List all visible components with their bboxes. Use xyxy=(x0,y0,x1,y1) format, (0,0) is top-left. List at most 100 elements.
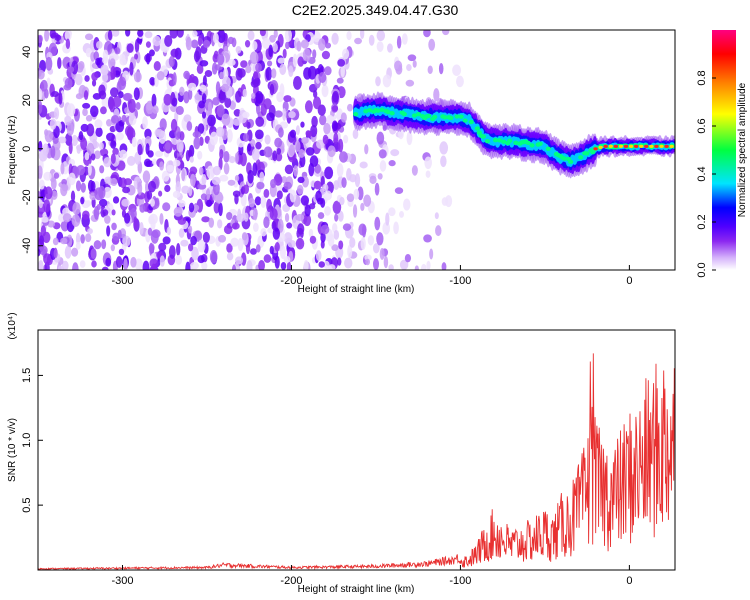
spectrogram-cell xyxy=(404,253,412,263)
spectrogram-cell xyxy=(186,121,193,132)
spectrogram-cell xyxy=(164,184,171,193)
spectrogram-cell xyxy=(295,237,305,250)
spectrogram-x-ticks: -300 -200 -100 0 xyxy=(111,265,632,287)
spectrogram-cell xyxy=(57,265,64,270)
spectrogram-cell xyxy=(385,212,390,226)
spectrogram-cell xyxy=(53,248,58,259)
spectrogram-cell xyxy=(144,128,152,140)
spectrogram-cell xyxy=(224,97,232,108)
spectrogram-cell xyxy=(110,140,117,149)
spectrogram-ridge-cell xyxy=(415,112,422,117)
spectrogram-cell xyxy=(150,230,159,244)
spectrogram-cell xyxy=(360,202,365,212)
spectrogram-cell xyxy=(91,260,97,268)
spectrogram-cell xyxy=(283,255,291,264)
spectrogram-cell xyxy=(76,165,86,176)
spectrogram-cell xyxy=(300,195,310,206)
spectrogram-cell xyxy=(172,159,181,167)
spectrogram-cell xyxy=(406,64,412,72)
spectrogram-cell xyxy=(53,172,60,179)
spectrogram-cell xyxy=(266,60,273,67)
spectrogram-cell xyxy=(315,250,322,262)
spectrogram-cell xyxy=(232,190,241,198)
spectrogram-cell xyxy=(163,93,172,106)
spectrogram-cell xyxy=(284,213,290,223)
spectrogram-ridge-cell xyxy=(411,113,418,118)
spectrogram-cell xyxy=(145,41,151,48)
spectrogram-cell xyxy=(333,132,339,145)
spectrogram-cell xyxy=(144,31,153,39)
spectrogram-cell xyxy=(162,202,171,212)
spectrogram-cell xyxy=(39,179,45,190)
spectrogram-cell xyxy=(123,92,133,102)
spectrogram-cell xyxy=(374,216,381,231)
spectrogram-cell xyxy=(119,57,127,66)
spectrogram-cell xyxy=(285,41,290,50)
spectrogram-cell xyxy=(424,156,432,170)
spectrogram-cell xyxy=(216,126,225,138)
spectrogram-cell xyxy=(308,228,314,238)
spectrogram-cell xyxy=(152,105,159,114)
spectrogram-cell xyxy=(145,100,154,115)
spectrogram-cell xyxy=(218,90,226,104)
spectrogram-cell xyxy=(247,169,254,184)
spectrogram-ridge-cell xyxy=(375,108,381,113)
spectrogram-cell xyxy=(122,235,131,247)
spectrogram-cell xyxy=(318,71,327,84)
spectrogram-cell xyxy=(226,252,234,261)
spectrogram-cell xyxy=(331,32,339,45)
spectrogram-cell xyxy=(390,149,400,157)
spectrogram-cell xyxy=(288,65,294,78)
spectrogram-ridge-cell xyxy=(537,141,543,146)
spectrogram-cell xyxy=(201,93,207,104)
spectrogram-cell xyxy=(178,228,185,238)
spectrogram-ridge-cell xyxy=(492,137,499,143)
spectrogram-cell xyxy=(82,102,91,109)
spectrogram-cell xyxy=(235,46,242,54)
spectrogram-cell xyxy=(109,58,116,67)
spectrogram-cell xyxy=(271,68,277,79)
spectrogram-cell xyxy=(231,222,240,230)
spectrogram-cell xyxy=(207,114,216,127)
spectrogram-cell xyxy=(274,255,280,269)
spectrogram-cell xyxy=(276,183,284,194)
spectrogram-cell xyxy=(303,259,309,270)
spectrogram-ridge-cell xyxy=(458,114,464,119)
spectrogram-cell xyxy=(264,134,271,145)
spectrogram-cell xyxy=(84,75,90,82)
spectrogram-cell xyxy=(60,162,65,175)
spectrogram-cell xyxy=(347,244,353,259)
spectrogram-cell xyxy=(425,170,431,178)
spectrogram-cell xyxy=(110,87,119,98)
spectrogram-cell xyxy=(234,152,239,164)
spectrogram-cell xyxy=(287,240,296,248)
spectrogram-cell xyxy=(250,79,259,88)
spectrogram-cell xyxy=(106,132,115,142)
spectrogram-cell xyxy=(268,44,273,58)
spectrogram-cell xyxy=(375,76,381,87)
spectrogram-cell xyxy=(105,118,113,127)
spectrogram-cell xyxy=(393,221,399,235)
x-tick-label: -100 xyxy=(449,275,471,287)
spectrogram-cell xyxy=(265,66,272,81)
spectrogram-cell xyxy=(273,30,278,39)
spectrogram-cell xyxy=(319,114,327,126)
spectrogram-cell xyxy=(122,186,131,194)
spectrogram-cell xyxy=(332,200,342,214)
spectrogram-cell xyxy=(38,100,43,114)
spectrogram-cell xyxy=(41,216,49,223)
spectrogram-cell xyxy=(322,134,329,145)
spectrogram-cell xyxy=(456,75,464,88)
spectrogram-cell xyxy=(342,223,352,231)
spectrogram-cell xyxy=(338,240,344,250)
spectrogram-cell xyxy=(412,60,417,68)
spectrogram-cell xyxy=(197,150,203,160)
spectrogram-cell xyxy=(255,62,262,73)
spectrogram-cell xyxy=(70,190,76,202)
spectrogram-ridge-cell xyxy=(363,108,369,114)
spectrogram-cell xyxy=(255,244,261,253)
y-tick-label: 1.0 xyxy=(21,433,33,448)
spectrogram-cell xyxy=(338,151,348,163)
spectrogram-cell xyxy=(255,141,262,150)
